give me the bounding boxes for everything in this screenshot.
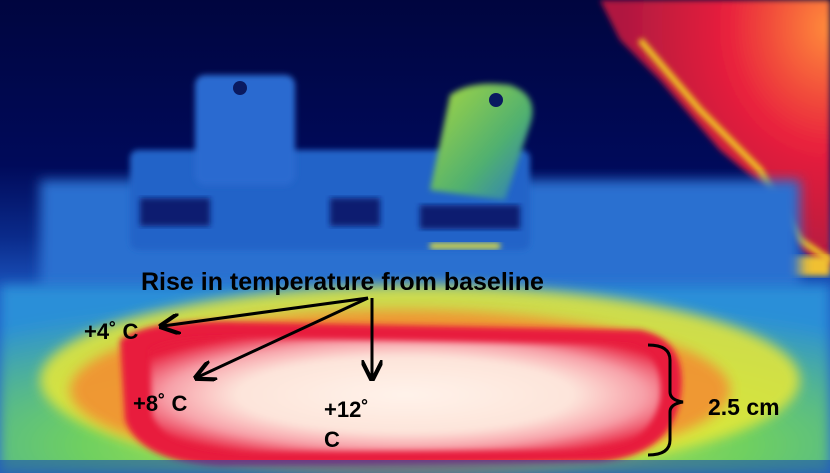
right-bracket-hole: [489, 93, 503, 107]
slot-middle: [330, 198, 380, 226]
hot-corner: [600, 0, 830, 270]
slot-right: [420, 205, 520, 229]
annotation-title: Rise in temperature from baseline: [141, 268, 544, 296]
hot-patch: [150, 337, 661, 452]
bottom-strip: [0, 460, 830, 473]
label-plus-12c-unit: C: [324, 427, 340, 452]
right-bracket: [430, 83, 533, 200]
label-plus-4c: +4˚ C: [84, 319, 139, 344]
label-plus-8c: +8˚ C: [133, 391, 188, 416]
dimension-label: 2.5 cm: [708, 394, 780, 420]
label-plus-12c: +12˚: [324, 397, 369, 422]
slot-left: [140, 198, 210, 226]
hot-corner-edge: [637, 38, 830, 263]
yellow-line: [430, 243, 500, 249]
left-bracket-hole: [233, 81, 247, 95]
left-bracket: [195, 75, 295, 185]
